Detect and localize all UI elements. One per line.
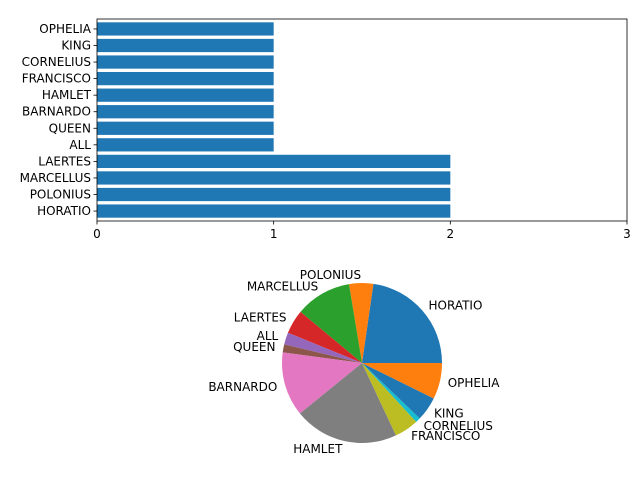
bar-cornelius [97,55,274,69]
bar-laertes [97,154,451,169]
bar-king [97,38,274,53]
pie-label-queen: QUEEN [233,340,275,354]
bar-all [97,138,274,152]
pie-label-polonius: POLONIUS [300,268,361,282]
pie-label-hamlet: HAMLET [293,442,343,456]
pie-slice-queen [282,344,362,363]
pie-label-horatio: HORATIO [429,298,483,312]
pie-label-king: KING [434,407,464,421]
pie-slice-laertes [287,311,362,363]
y-tick-label: BARNARDO [22,105,91,119]
bar-queen [97,121,274,135]
y-tick-label: KING [61,38,91,52]
bar-horatio [97,204,451,218]
bar-polonius [97,187,451,202]
pie-slice-horatio [362,283,442,363]
y-tick-label: ALL [69,138,91,152]
pie-slice-ophelia [362,363,442,399]
pie-label-ophelia: OPHELIA [448,376,501,390]
x-tick-label: 0 [93,227,101,241]
x-tick-label: 3 [623,227,631,241]
pie-slice-all [284,332,362,363]
pie-label-cornelius: CORNELIUS [424,419,493,433]
pie-slice-cornelius [362,363,420,422]
bar-hamlet [97,88,274,102]
bar-marcellus [97,171,451,185]
y-tick-label: LAERTES [38,154,91,168]
bar-chart: HORATIO POLONIUS MARCELLUS LAERTES ALL QUEEN B… [20,18,631,241]
y-tick-label: POLONIUS [30,188,91,202]
bar-ophelia [97,22,274,36]
pie-slice-hamlet [299,363,396,444]
pie-label-all: ALL [257,329,279,343]
y-tick-label: FRANCISCO [22,72,91,86]
x-tick-label: 2 [447,227,455,241]
pie-label-laertes: LAERTES [234,311,287,325]
y-tick-label: MARCELLUS [20,171,91,185]
bar-francisco [97,71,274,86]
pie-slice-king [362,363,434,419]
pie-label-marcellus: MARCELLUS [247,280,318,294]
y-tick-label: OPHELIA [39,22,92,36]
axes-frame [96,18,628,222]
pie-slice-francisco [362,363,417,436]
pie-slice-marcellus [300,284,362,363]
y-tick-label: HAMLET [42,88,92,102]
bar-barnardo [97,105,274,119]
pie-label-francisco: FRANCISCO [411,429,480,443]
y-tick-label: QUEEN [49,121,91,135]
pie-label-barnardo: BARNARDO [208,380,277,394]
x-tick-label: 1 [270,227,278,241]
y-tick-label: CORNELIUS [22,55,91,69]
pie-slice-polonius [349,283,374,363]
y-tick-label: HORATIO [37,204,91,218]
pie-slice-barnardo [282,352,362,414]
